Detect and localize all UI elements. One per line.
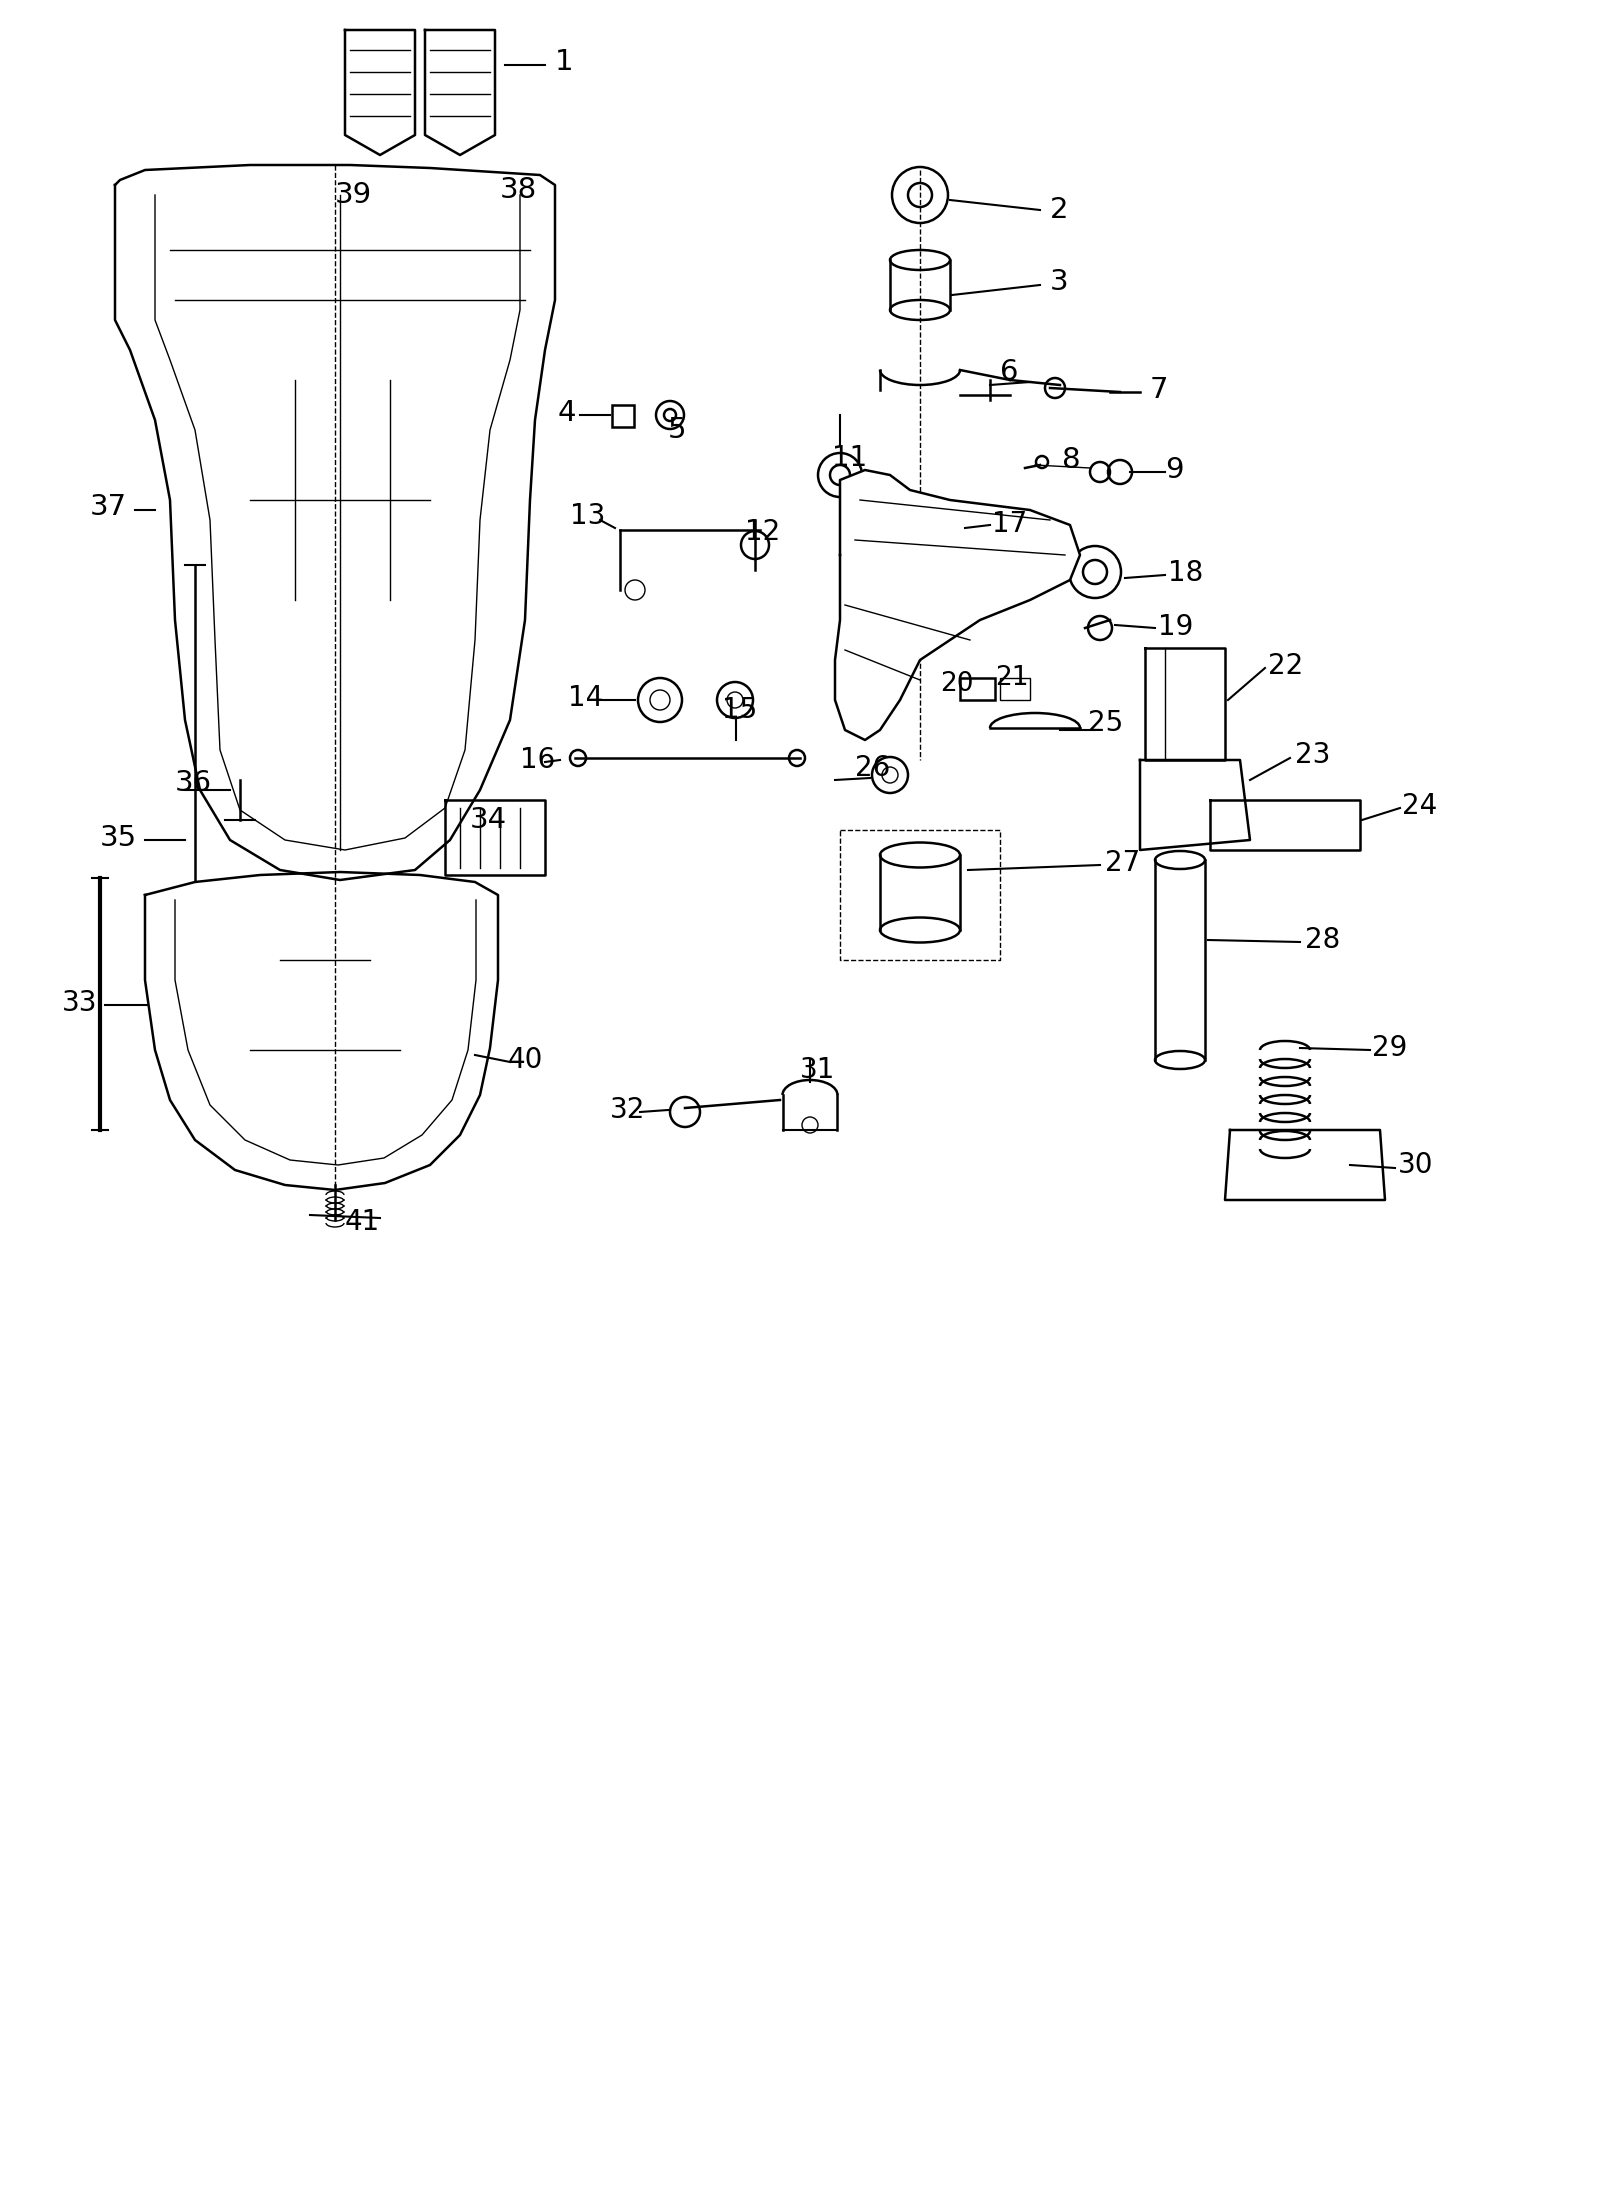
Polygon shape — [346, 31, 414, 156]
Text: 15: 15 — [722, 697, 757, 723]
Text: 16: 16 — [520, 745, 555, 774]
Polygon shape — [146, 873, 498, 1189]
Text: 29: 29 — [1373, 1033, 1408, 1062]
Bar — [611, 404, 634, 426]
Text: 7: 7 — [1150, 376, 1168, 404]
Bar — [1000, 677, 1030, 699]
Text: 1: 1 — [555, 48, 574, 77]
Text: 32: 32 — [610, 1097, 645, 1123]
Text: 22: 22 — [1267, 653, 1304, 679]
Text: 9: 9 — [1165, 455, 1184, 484]
Text: 41: 41 — [346, 1209, 381, 1235]
Text: 8: 8 — [1062, 446, 1080, 475]
Text: 25: 25 — [1088, 710, 1123, 736]
Bar — [250, 380, 430, 600]
Text: 19: 19 — [1158, 613, 1194, 642]
Text: 3: 3 — [1050, 268, 1069, 297]
Text: 33: 33 — [62, 989, 98, 1018]
Polygon shape — [445, 800, 546, 875]
Text: 4: 4 — [558, 400, 576, 426]
Text: 26: 26 — [854, 754, 890, 782]
Text: 5: 5 — [669, 415, 686, 444]
Polygon shape — [115, 165, 555, 879]
Text: 2: 2 — [1050, 196, 1069, 224]
Polygon shape — [426, 31, 494, 156]
Text: 18: 18 — [1168, 558, 1203, 587]
Text: 39: 39 — [334, 180, 373, 209]
Text: 36: 36 — [174, 769, 213, 798]
Polygon shape — [835, 470, 1080, 741]
Text: 20: 20 — [941, 670, 973, 697]
Text: 40: 40 — [509, 1046, 544, 1075]
Text: 11: 11 — [832, 444, 867, 473]
Text: 23: 23 — [1294, 741, 1330, 769]
Text: 38: 38 — [499, 176, 538, 204]
Text: 24: 24 — [1402, 791, 1437, 820]
Text: 13: 13 — [570, 501, 605, 530]
Text: 34: 34 — [470, 807, 507, 833]
Text: 30: 30 — [1398, 1152, 1434, 1178]
Text: 21: 21 — [995, 666, 1029, 690]
Text: 37: 37 — [90, 492, 126, 521]
Text: 35: 35 — [99, 824, 138, 853]
Text: 12: 12 — [746, 519, 781, 545]
Text: 28: 28 — [1306, 925, 1341, 954]
Text: 14: 14 — [568, 684, 603, 712]
Text: 6: 6 — [1000, 358, 1019, 387]
Text: 27: 27 — [1106, 848, 1141, 877]
Text: 17: 17 — [992, 510, 1027, 539]
Bar — [960, 677, 995, 699]
Text: 31: 31 — [800, 1055, 835, 1084]
